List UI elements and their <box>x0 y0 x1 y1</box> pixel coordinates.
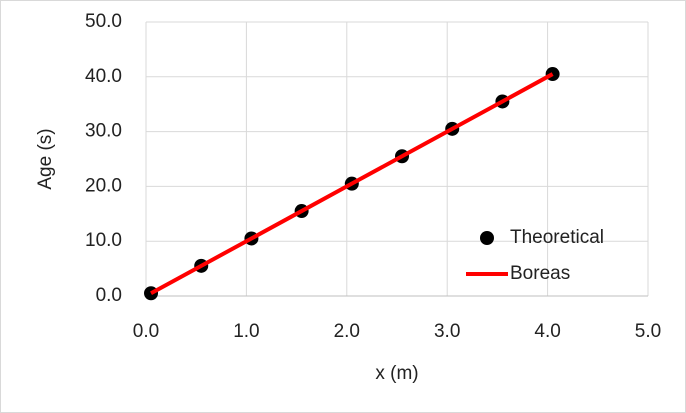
x-tick-label: 4.0 <box>534 321 560 342</box>
y-tick-label: 40.0 <box>85 66 122 87</box>
x-tick-label: 0.0 <box>133 321 159 342</box>
legend-swatch <box>480 231 494 245</box>
x-axis-title: x (m) <box>375 363 418 384</box>
x-tick-label: 2.0 <box>334 321 360 342</box>
y-tick-label: 50.0 <box>85 11 122 32</box>
y-tick-label: 10.0 <box>85 230 122 251</box>
series-line <box>150 72 554 296</box>
y-tick-label: 20.0 <box>85 175 122 196</box>
x-tick-label: 3.0 <box>434 321 460 342</box>
y-tick-label: 30.0 <box>85 121 122 142</box>
x-tick-label: 1.0 <box>233 321 259 342</box>
y-axis-title: Age (s) <box>35 128 56 189</box>
y-tick-label: 0.0 <box>96 285 122 306</box>
legend-label: Theoretical <box>510 227 604 248</box>
legend-label: Boreas <box>510 263 570 284</box>
x-tick-label: 5.0 <box>635 321 661 342</box>
